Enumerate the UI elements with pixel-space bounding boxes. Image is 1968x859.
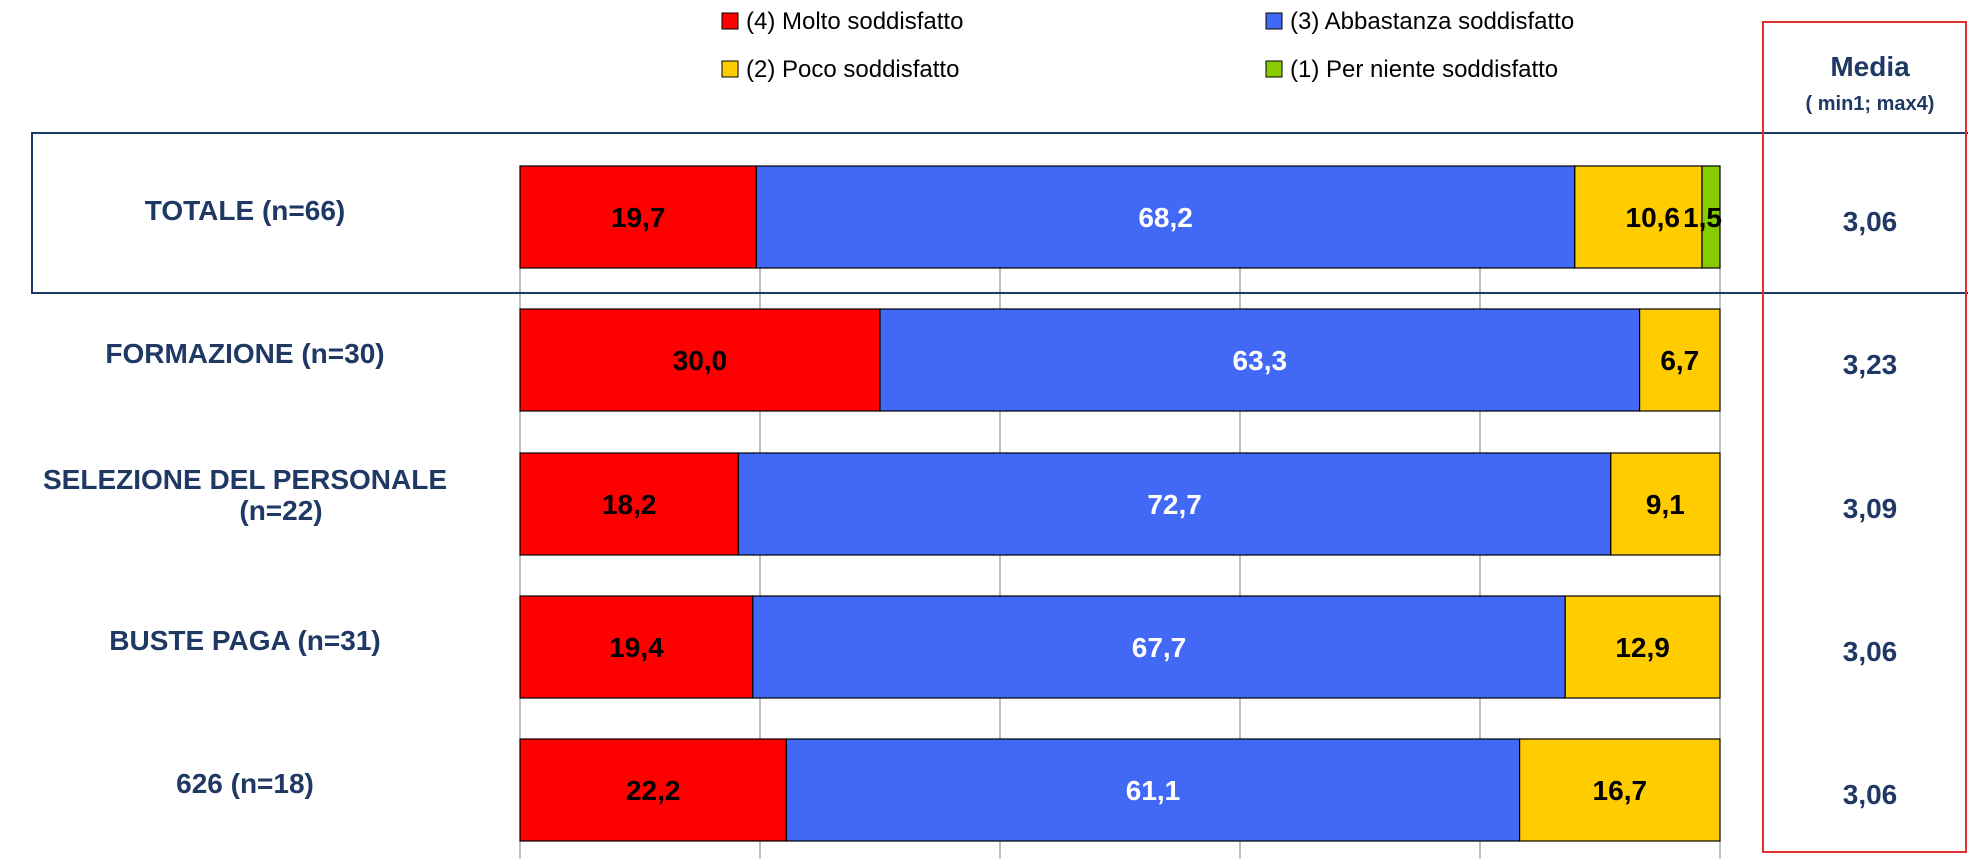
data-label: 18,2 bbox=[602, 489, 657, 520]
data-label: 61,1 bbox=[1126, 775, 1181, 806]
data-label: 30,0 bbox=[673, 345, 728, 376]
category-label: (n=22) bbox=[239, 495, 322, 526]
bar-segment bbox=[1574, 165, 1703, 269]
category-label: FORMAZIONE (n=30) bbox=[105, 338, 384, 369]
bar-segment bbox=[1564, 595, 1721, 699]
legend-label: (4) Molto soddisfatto bbox=[746, 8, 963, 35]
data-label: 68,2 bbox=[1138, 202, 1193, 233]
data-label: 16,7 bbox=[1593, 775, 1648, 806]
bar-segment bbox=[519, 595, 754, 699]
category-label: 626 (n=18) bbox=[176, 768, 314, 799]
bar-segment bbox=[737, 452, 1612, 556]
data-label: 12,9 bbox=[1615, 632, 1670, 663]
bar-segment bbox=[519, 165, 757, 269]
media-value: 3,06 bbox=[1843, 636, 1898, 667]
bar-segment bbox=[1638, 308, 1721, 412]
legend-label: (1) Per niente soddisfatto bbox=[1290, 56, 1558, 83]
bar-segment bbox=[879, 308, 1641, 412]
data-label: 63,3 bbox=[1233, 345, 1288, 376]
bar-segment bbox=[519, 452, 739, 556]
legend-label: (2) Poco soddisfatto bbox=[746, 56, 959, 83]
bar-segment bbox=[1701, 165, 1721, 269]
media-value: 3,09 bbox=[1843, 493, 1898, 524]
data-label: 9,1 bbox=[1646, 489, 1685, 520]
bar-segment bbox=[752, 595, 1566, 699]
data-label: 19,7 bbox=[611, 202, 666, 233]
bar-segment bbox=[785, 738, 1521, 842]
media-box bbox=[1762, 21, 1967, 853]
bar-segment bbox=[1610, 452, 1721, 556]
category-label: TOTALE (n=66) bbox=[145, 195, 345, 226]
legend-swatch bbox=[1265, 60, 1283, 78]
legend-swatch bbox=[721, 12, 739, 30]
legend-swatch bbox=[721, 60, 739, 78]
legend-swatch bbox=[1265, 12, 1283, 30]
data-label: 6,7 bbox=[1660, 345, 1699, 376]
data-label: 72,7 bbox=[1147, 489, 1202, 520]
bar-segment bbox=[755, 165, 1576, 269]
bar-segment bbox=[519, 308, 881, 412]
legend-label: (3) Abbastanza soddisfatto bbox=[1290, 8, 1574, 35]
media-value: 3,23 bbox=[1843, 349, 1898, 380]
category-label: SELEZIONE DEL PERSONALE bbox=[43, 464, 447, 495]
bar-segment bbox=[519, 738, 787, 842]
data-label: 10,6 bbox=[1626, 202, 1681, 233]
data-label: 1,5 bbox=[1683, 202, 1722, 233]
category-label: BUSTE PAGA (n=31) bbox=[109, 625, 380, 656]
media-value: 3,06 bbox=[1843, 206, 1898, 237]
data-label: 19,4 bbox=[609, 632, 664, 663]
media-value: 3,06 bbox=[1843, 779, 1898, 810]
totale-highlight-box bbox=[31, 132, 1968, 294]
bar-segment bbox=[1518, 738, 1721, 842]
data-label: 22,2 bbox=[626, 775, 681, 806]
media-title: Media bbox=[1830, 51, 1910, 82]
data-label: 67,7 bbox=[1132, 632, 1187, 663]
media-subtitle: ( min1; max4) bbox=[1806, 93, 1935, 115]
